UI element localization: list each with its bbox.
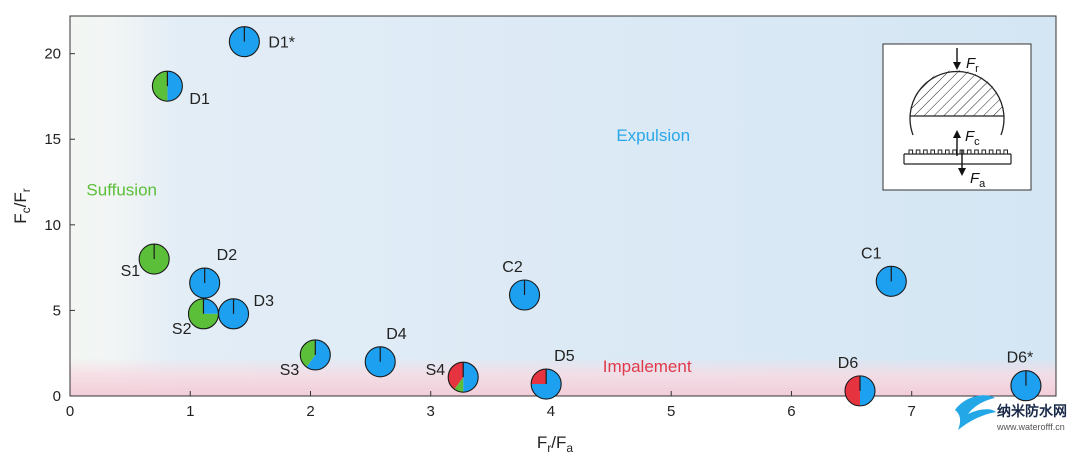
point-label: D1* bbox=[268, 35, 295, 52]
arrow-up-icon bbox=[953, 130, 961, 138]
point-c2: C2 bbox=[502, 259, 541, 311]
droplet-hatched-cap bbox=[910, 70, 1004, 116]
inset-label-fc: Fc bbox=[965, 128, 980, 148]
pie-slice-impalement bbox=[448, 362, 464, 390]
point-s3: S3 bbox=[280, 339, 331, 379]
point-label: S4 bbox=[426, 362, 446, 379]
inset-label-fa: Fa bbox=[970, 170, 986, 190]
point-label: D1 bbox=[189, 91, 210, 108]
pillar bbox=[908, 149, 914, 155]
x-tick-label: 4 bbox=[547, 403, 555, 420]
point-d6-star: D6* bbox=[1007, 350, 1042, 402]
pillar bbox=[915, 149, 921, 155]
point-label: S2 bbox=[172, 321, 192, 338]
inset-schematic: Fr Fc Fa bbox=[882, 43, 1032, 191]
y-axis-ticks: 0 5 10 15 20 bbox=[44, 46, 75, 405]
point-d1-star: D1* bbox=[228, 26, 295, 58]
point-d4: D4 bbox=[364, 326, 407, 378]
pie-slice-expulsion bbox=[860, 375, 876, 406]
point-s4: S4 bbox=[426, 361, 479, 393]
y-tick-label: 15 bbox=[44, 131, 61, 148]
y-tick-label: 5 bbox=[53, 302, 61, 319]
water-drop-icon bbox=[955, 395, 996, 430]
region-label-suffusion: Suffusion bbox=[86, 181, 157, 200]
y-tick-label: 20 bbox=[44, 46, 61, 63]
region-label-impalement: Impalement bbox=[603, 357, 692, 376]
pie-slice-expulsion bbox=[203, 298, 219, 314]
point-d3: D3 bbox=[217, 293, 275, 330]
point-label: C1 bbox=[861, 245, 882, 262]
point-label: D5 bbox=[554, 348, 575, 365]
x-tick-label: 5 bbox=[667, 403, 675, 420]
region-label-expulsion: Expulsion bbox=[616, 126, 690, 145]
arrow-down-icon bbox=[958, 168, 966, 176]
watermark-logo: 纳米防水网 www.waterofff.cn bbox=[955, 395, 1067, 432]
pillar bbox=[952, 149, 957, 155]
plot-frame bbox=[69, 15, 1057, 397]
point-label: D6* bbox=[1007, 350, 1034, 367]
pillar bbox=[974, 149, 979, 155]
point-s1: S1 bbox=[121, 243, 170, 280]
pillar bbox=[930, 149, 936, 155]
x-tick-label: 2 bbox=[306, 403, 314, 420]
pillar bbox=[923, 149, 928, 155]
point-c1: C1 bbox=[861, 245, 907, 297]
region-labels: Suffusion Expulsion Impalement bbox=[86, 126, 691, 376]
point-label: S1 bbox=[121, 263, 141, 280]
x-axis-title: Fr/Fa bbox=[537, 433, 574, 455]
pie-slice-expulsion bbox=[167, 71, 183, 102]
point-label: D2 bbox=[217, 247, 238, 264]
arrow-down-icon bbox=[953, 62, 961, 70]
pie-slice-impalement bbox=[845, 375, 861, 406]
pillar bbox=[1003, 149, 1009, 155]
watermark-url: www.waterofff.cn bbox=[996, 422, 1065, 432]
y-tick-label: 10 bbox=[44, 217, 61, 234]
pie-outline bbox=[138, 243, 170, 275]
droplet-outline bbox=[909, 70, 1005, 136]
point-label: D6 bbox=[838, 355, 859, 372]
point-label: S3 bbox=[280, 362, 300, 379]
watermark-name: 纳米防水网 bbox=[997, 403, 1067, 420]
x-tick-label: 1 bbox=[186, 403, 194, 420]
pillar bbox=[945, 149, 950, 155]
x-tick-label: 7 bbox=[908, 403, 916, 420]
x-tick-label: 0 bbox=[66, 403, 74, 420]
point-d1: D1 bbox=[151, 70, 210, 108]
point-d6: D6 bbox=[838, 355, 876, 407]
data-points: D1* D1 D2 D3 S1 S2 S3 D4 S4 C2 D5 C1 D6 D6* bbox=[121, 26, 1042, 407]
pie-slice-expulsion bbox=[463, 362, 479, 393]
point-d5: D5 bbox=[530, 348, 575, 400]
pie-slice-suffusion bbox=[152, 71, 168, 102]
point-d2: D2 bbox=[189, 247, 238, 299]
x-tick-label: 3 bbox=[427, 403, 435, 420]
point-label: C2 bbox=[502, 259, 523, 276]
point-label: D3 bbox=[254, 293, 275, 310]
pillar bbox=[937, 149, 943, 155]
y-tick-label: 0 bbox=[53, 388, 61, 405]
pillar bbox=[966, 149, 972, 155]
pillar bbox=[988, 149, 994, 155]
inset-label-fr: Fr bbox=[966, 55, 979, 75]
pie-outline bbox=[228, 26, 260, 58]
pillar bbox=[996, 149, 1001, 155]
pie-slice-expulsion bbox=[306, 339, 331, 370]
point-s2: S2 bbox=[172, 298, 220, 338]
pillar bbox=[981, 149, 987, 155]
pie-slice-suffusion bbox=[454, 377, 464, 393]
pie-slice-suffusion bbox=[300, 339, 316, 368]
point-label: D4 bbox=[386, 326, 407, 343]
pie-slice-impalement bbox=[531, 369, 547, 385]
x-tick-label: 6 bbox=[787, 403, 795, 420]
y-axis-title: Fc/Fr bbox=[11, 188, 33, 224]
